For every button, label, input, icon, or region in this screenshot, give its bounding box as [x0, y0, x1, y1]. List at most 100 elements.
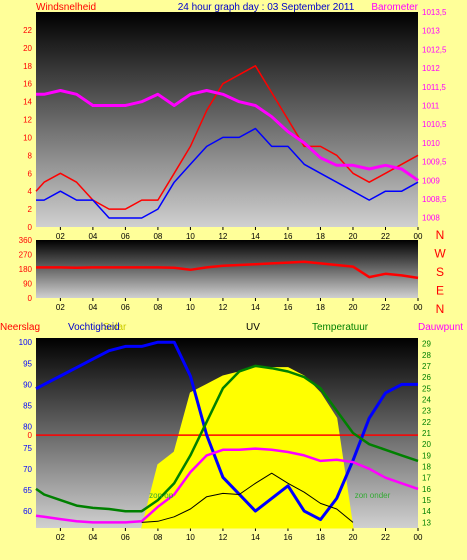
y-tick-label-left: 6	[28, 169, 33, 178]
x-tick-label: 14	[251, 232, 260, 241]
y-tick-label-right: 24	[422, 395, 431, 404]
panel-multi: 02 04 06 08 10 12 14 16 18 20 22 00 60 65 70 75 80 85 90 95…	[19, 338, 431, 542]
x-tick-label: 22	[381, 232, 390, 241]
x-tick-label: 16	[284, 303, 293, 312]
series-uv	[141, 472, 354, 523]
y-tick-label-right: 1012	[422, 64, 440, 73]
series-solar	[141, 367, 354, 529]
y-tick-label-right: 1011	[422, 101, 440, 110]
y-tick-label-right: 1013,5	[422, 8, 447, 17]
legend-uv: UV	[246, 322, 260, 333]
x-tick-label: 16	[284, 533, 293, 542]
y-tick-label-left: 70	[23, 465, 32, 474]
x-tick-label: 10	[186, 232, 195, 241]
y-tick-label-left: 12	[23, 116, 32, 125]
y-tick-label-right: 1009,5	[422, 158, 447, 167]
y-tick-label-left: 270	[19, 251, 33, 260]
x-tick-label: 10	[186, 303, 195, 312]
header-left-title: Windsnelheid	[36, 2, 96, 13]
legend-solar: Solar	[103, 322, 127, 333]
x-tick-label: 12	[218, 533, 227, 542]
y-tick-label-left: 360	[19, 236, 33, 245]
legend-dewpoint: Dauwpunt	[418, 322, 463, 333]
y-tick-label-right: 1013	[422, 27, 440, 36]
y-tick-label-right: 1010	[422, 139, 440, 148]
y-tick-label-right: 14	[422, 507, 431, 516]
x-tick-label: 06	[121, 232, 130, 241]
series-temperature	[35, 364, 419, 513]
direction-compass-label: N	[436, 228, 445, 242]
legend-rain: Neerslag	[0, 322, 40, 333]
x-tick-label: 20	[349, 533, 358, 542]
y-tick-label-left: 18	[23, 62, 32, 71]
y-tick-label-left: 2	[28, 205, 33, 214]
x-tick-label: 12	[218, 303, 227, 312]
annotation-label: zon op	[149, 491, 174, 500]
x-tick-label: 10	[186, 533, 195, 542]
series-barometer	[36, 89, 419, 182]
x-tick-label: 04	[88, 232, 97, 241]
y-tick-label-left: 90	[23, 380, 32, 389]
y-tick-label-right: 13	[422, 518, 431, 527]
series-dewpoint	[35, 447, 419, 524]
y-tick-label-left: 22	[23, 26, 32, 35]
x-tick-label: 14	[251, 303, 260, 312]
header-right-title: Barometer	[371, 2, 418, 13]
y-tick-label-right: 1011,5	[422, 83, 446, 92]
y-tick-label-right: 17	[422, 474, 431, 483]
plot-background	[36, 240, 418, 298]
y-tick-label-left: 0	[28, 294, 33, 303]
y-tick-label-left: 4	[28, 187, 33, 196]
y-tick-label-right: 28	[422, 351, 431, 360]
direction-compass-label: N	[436, 302, 445, 316]
x-tick-label: 02	[56, 303, 65, 312]
x-tick-label: 16	[284, 232, 293, 241]
x-tick-label: 12	[218, 232, 227, 241]
y-tick-label-left: 20	[23, 44, 32, 53]
y-tick-label-left: 90	[23, 280, 32, 289]
y-tick-label-right: 29	[422, 340, 431, 349]
rain-zero-label: 0	[28, 431, 33, 440]
y-tick-label-left: 10	[23, 133, 32, 142]
y-tick-label-right: 1008,5	[422, 195, 447, 204]
x-tick-label: 02	[56, 232, 65, 241]
x-tick-label: 04	[88, 303, 97, 312]
x-tick-label: 08	[153, 232, 162, 241]
y-tick-label-right: 18	[422, 463, 431, 472]
y-tick-label-left: 60	[23, 507, 32, 516]
x-tick-label: 08	[153, 533, 162, 542]
series-humidity	[35, 340, 418, 522]
x-tick-label: 00	[414, 303, 423, 312]
y-tick-label-left: 80	[23, 423, 32, 432]
x-tick-label: 20	[349, 303, 358, 312]
y-tick-label-right: 27	[422, 362, 431, 371]
y-tick-label-right: 23	[422, 407, 431, 416]
y-tick-label-left: 85	[23, 402, 32, 411]
y-tick-label-left: 65	[23, 486, 32, 495]
x-tick-label: 06	[121, 303, 130, 312]
x-tick-label: 18	[316, 533, 325, 542]
x-tick-label: 14	[251, 533, 260, 542]
direction-compass-label: S	[436, 265, 444, 279]
legend-humidity: Vochtigheid	[68, 322, 120, 333]
y-tick-label-right: 15	[422, 496, 431, 505]
x-tick-label: 22	[381, 303, 390, 312]
y-tick-label-right: 20	[422, 440, 431, 449]
y-tick-label-right: 25	[422, 384, 431, 393]
y-tick-label-left: 180	[19, 265, 33, 274]
direction-compass-label: W	[434, 247, 446, 261]
y-tick-label-left: 100	[19, 338, 33, 347]
y-tick-label-left: 16	[23, 80, 32, 89]
y-tick-label-right: 16	[422, 485, 431, 494]
y-tick-label-right: 26	[422, 373, 431, 382]
panel-wind_barometer: 02 04 06 08 10 12 14 16 18 20 22 000246810121416182…	[23, 8, 447, 241]
x-tick-label: 06	[121, 533, 130, 542]
x-tick-label: 02	[56, 533, 65, 542]
y-tick-label-right: 19	[422, 451, 431, 460]
x-tick-label: 00	[414, 533, 423, 542]
y-tick-label-right: 22	[422, 418, 431, 427]
y-tick-label-left: 75	[23, 444, 32, 453]
